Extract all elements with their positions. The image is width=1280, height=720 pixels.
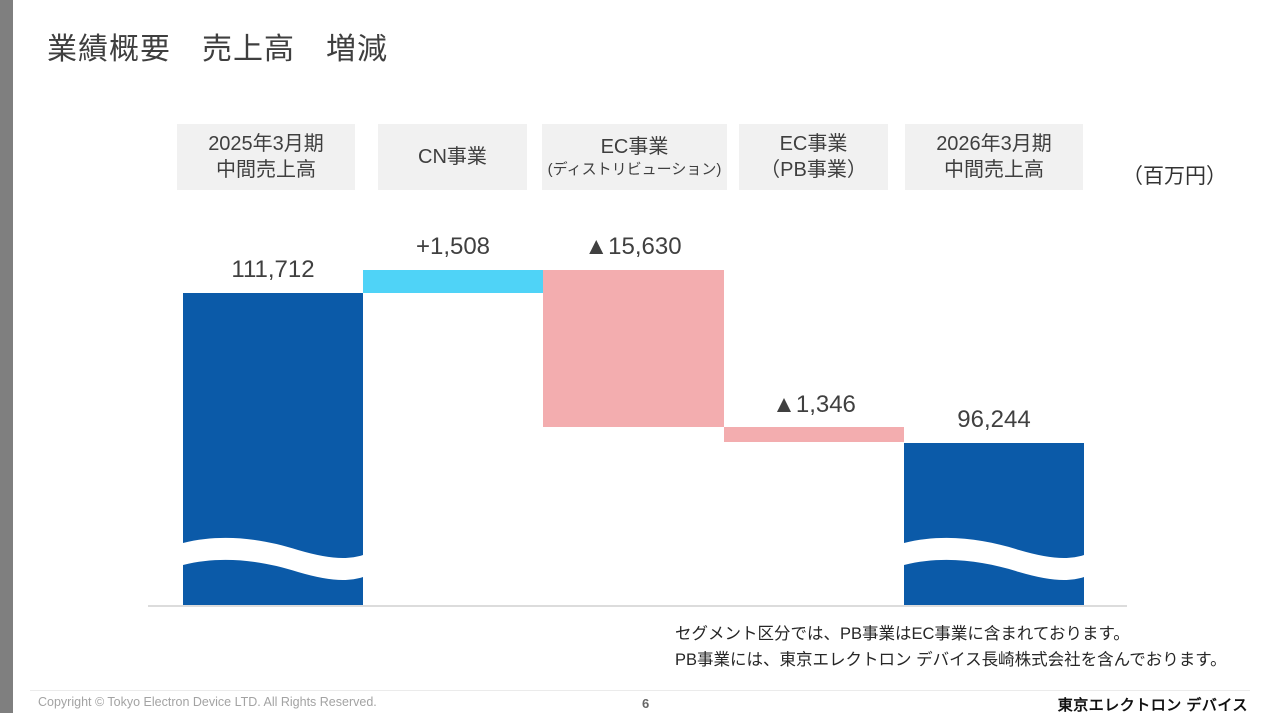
footer-divider bbox=[30, 690, 1250, 691]
bar-decrease-ec-distribution bbox=[543, 270, 724, 427]
category-label-line: 中間売上高 bbox=[944, 159, 1044, 181]
category-label-line: 中間売上高 bbox=[216, 159, 316, 181]
company-logo: 東京エレクトロン デバイス bbox=[1057, 697, 1248, 714]
category-label-2026-interim: 2026年3月期 中間売上高 bbox=[905, 124, 1083, 190]
category-label-ec-distribution: EC事業 (ディストリビューション) bbox=[542, 124, 727, 190]
x-axis-baseline bbox=[148, 605, 1127, 607]
category-label-line: CN事業 bbox=[418, 146, 487, 168]
footnotes: セグメント区分では、PB事業はEC事業に含まれております。 PB事業には、東京エ… bbox=[675, 622, 1227, 673]
category-label-cn: CN事業 bbox=[378, 124, 527, 190]
value-label-decrease-ec-distribution: ▲15,630 bbox=[584, 233, 682, 260]
page-number: 6 bbox=[642, 696, 650, 711]
footnote-line-2: PB事業には、東京エレクトロン デバイス長崎株式会社を含んでおります。 bbox=[675, 650, 1227, 669]
unit-label: （百万円） bbox=[1122, 165, 1227, 188]
value-label-total-2026: 96,244 bbox=[957, 406, 1031, 433]
copyright-text: Copyright © Tokyo Electron Device LTD. A… bbox=[38, 695, 377, 709]
left-accent-bar bbox=[0, 0, 13, 713]
footnote-line-1: セグメント区分では、PB事業はEC事業に含まれております。 bbox=[675, 625, 1130, 643]
category-label-2025-interim: 2025年3月期 中間売上高 bbox=[177, 124, 355, 190]
axis-break-wave bbox=[904, 537, 1084, 580]
bar-decrease-ec-pb bbox=[724, 427, 904, 442]
slide-title: 業績概要 売上高 増減 bbox=[47, 33, 388, 66]
value-label-total-2025: 111,712 bbox=[231, 256, 315, 283]
category-label-ec-pb: EC事業 （PB事業） bbox=[739, 124, 888, 190]
axis-break-wave bbox=[183, 537, 363, 580]
category-label-line: (ディストリビューション) bbox=[547, 161, 722, 179]
category-label-line: 2025年3月期 bbox=[208, 133, 324, 155]
value-label-decrease-ec-pb: ▲1,346 bbox=[772, 391, 856, 418]
category-label-line: 2026年3月期 bbox=[936, 133, 1052, 155]
category-label-line: （PB事業） bbox=[760, 159, 867, 181]
bar-increase-cn bbox=[363, 270, 543, 293]
category-label-line: EC事業 bbox=[600, 136, 669, 159]
category-label-line: EC事業 bbox=[779, 133, 848, 155]
value-label-increase-cn: +1,508 bbox=[415, 233, 491, 260]
